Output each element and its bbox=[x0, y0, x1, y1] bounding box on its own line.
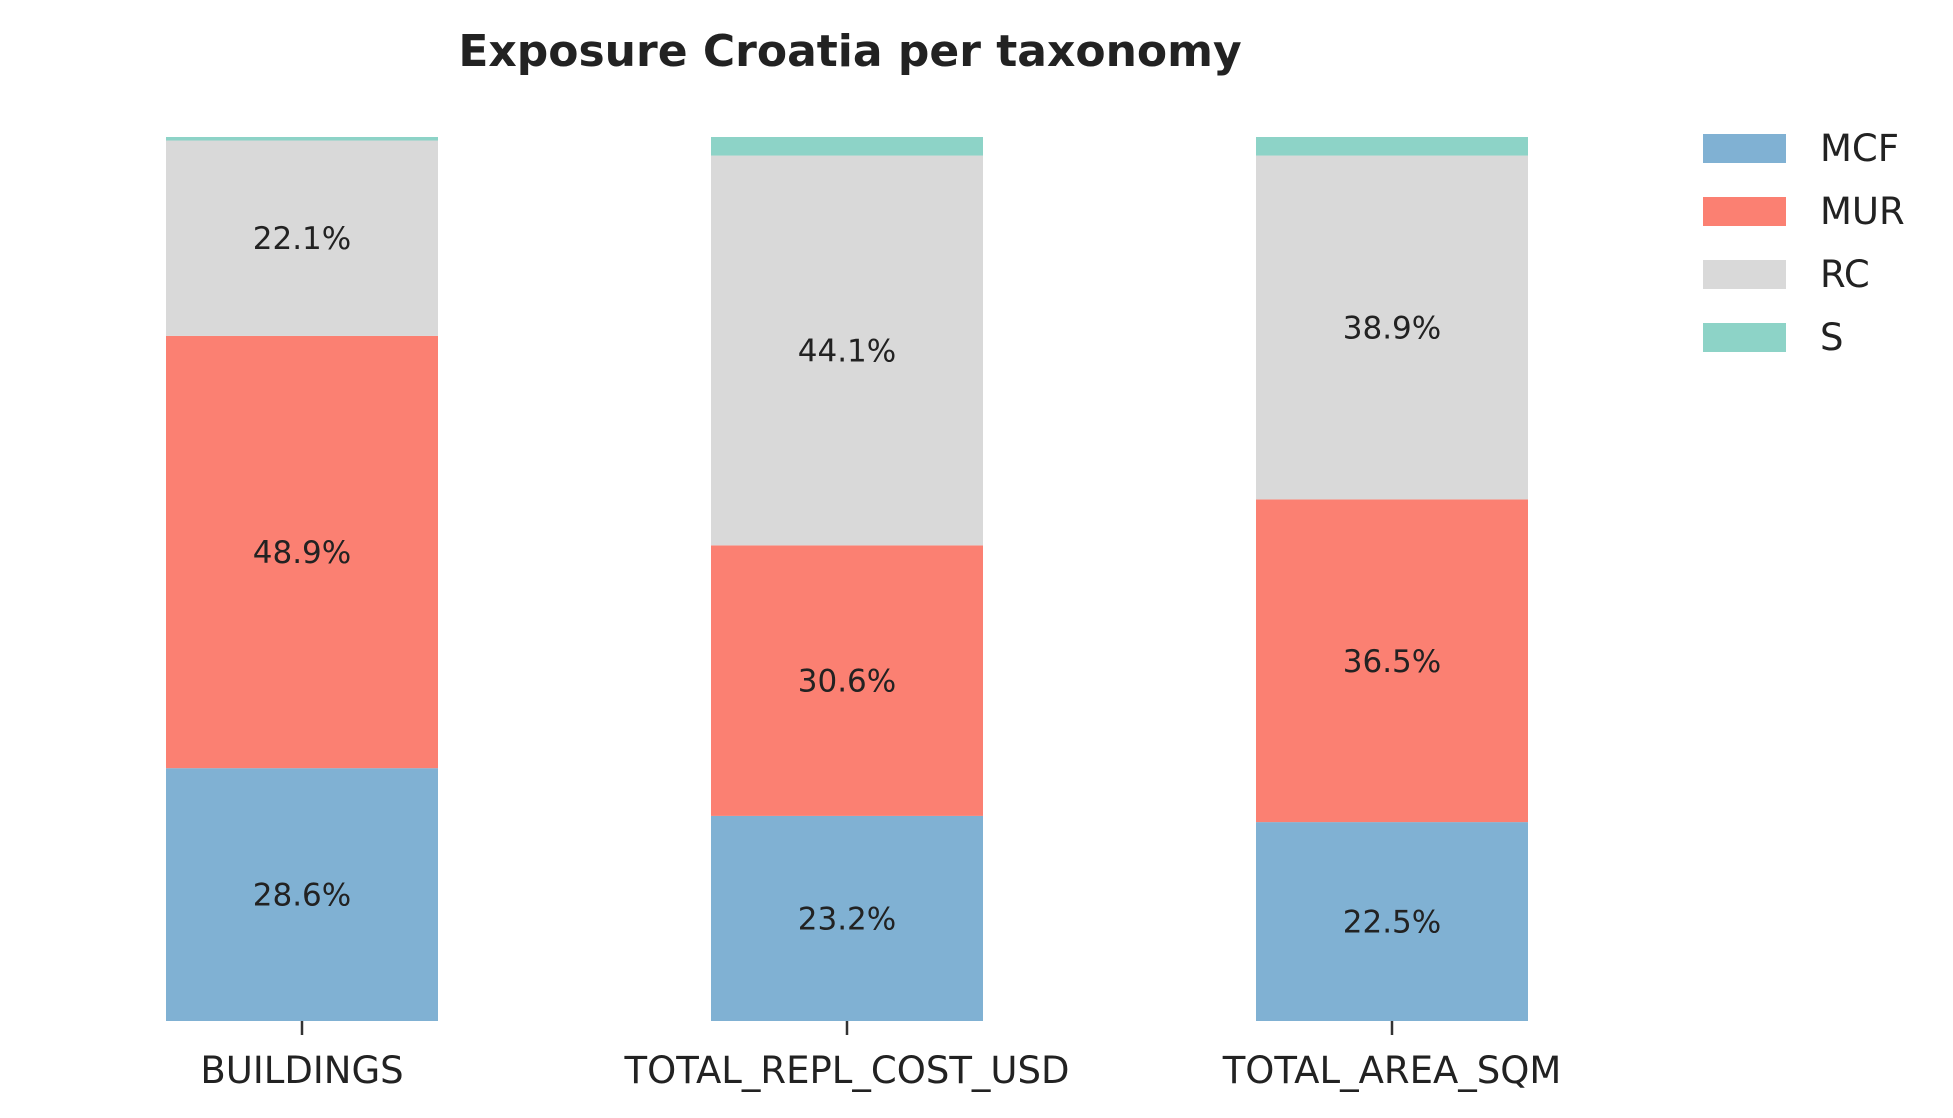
x-tick-label: BUILDINGS bbox=[200, 1049, 403, 1092]
bar-s-total_repl_cost_usd bbox=[711, 137, 983, 156]
chart-title: Exposure Croatia per taxonomy bbox=[458, 26, 1241, 77]
bar-mur-buildings bbox=[166, 335, 438, 769]
bar-value-label: 38.9% bbox=[1343, 311, 1441, 347]
bar-value-label: 22.1% bbox=[253, 221, 351, 257]
x-tick-label: TOTAL_REPL_COST_USD bbox=[624, 1049, 1070, 1092]
bar-value-label: 44.1% bbox=[798, 333, 896, 369]
bar-mur-total_area_sqm bbox=[1256, 499, 1528, 823]
bar-mcf-buildings bbox=[166, 768, 438, 1021]
legend: MCF MUR RC S bbox=[1703, 127, 1905, 359]
bar-labels-group: 28.6% 48.9% 22.1% 23.2% 30.6% 44.1% 22.5% 36.5%… bbox=[253, 221, 1441, 940]
bar-mur-total_repl_cost_usd bbox=[711, 545, 983, 816]
legend-swatch-rc bbox=[1703, 260, 1786, 289]
bar-value-label: 28.6% bbox=[253, 878, 351, 914]
legend-label-rc: RC bbox=[1820, 253, 1870, 296]
bar-rc-total_area_sqm bbox=[1256, 155, 1528, 500]
bar-s-total_area_sqm bbox=[1256, 137, 1528, 156]
legend-swatch-mcf bbox=[1703, 134, 1786, 163]
bar-mcf-total_area_sqm bbox=[1256, 822, 1528, 1021]
bar-rc-buildings bbox=[166, 140, 438, 336]
bar-value-label: 30.6% bbox=[798, 664, 896, 700]
legend-swatch-s bbox=[1703, 323, 1786, 352]
bar-value-label: 36.5% bbox=[1343, 644, 1441, 680]
bar-rc-total_repl_cost_usd bbox=[711, 155, 983, 546]
bar-mcf-total_repl_cost_usd bbox=[711, 815, 983, 1021]
x-tick-label: TOTAL_AREA_SQM bbox=[1222, 1049, 1562, 1092]
legend-label-s: S bbox=[1820, 316, 1844, 359]
legend-label-mcf: MCF bbox=[1820, 127, 1899, 170]
bar-s-buildings bbox=[166, 137, 438, 141]
legend-swatch-mur bbox=[1703, 197, 1786, 226]
legend-label-mur: MUR bbox=[1820, 190, 1905, 233]
bar-value-label: 23.2% bbox=[798, 901, 896, 937]
bar-value-label: 48.9% bbox=[253, 535, 351, 571]
bar-value-label: 22.5% bbox=[1343, 905, 1441, 941]
bars-group bbox=[166, 137, 1528, 1021]
x-axis: BUILDINGS TOTAL_REPL_COST_USD TOTAL_AREA_S… bbox=[200, 1021, 1561, 1092]
